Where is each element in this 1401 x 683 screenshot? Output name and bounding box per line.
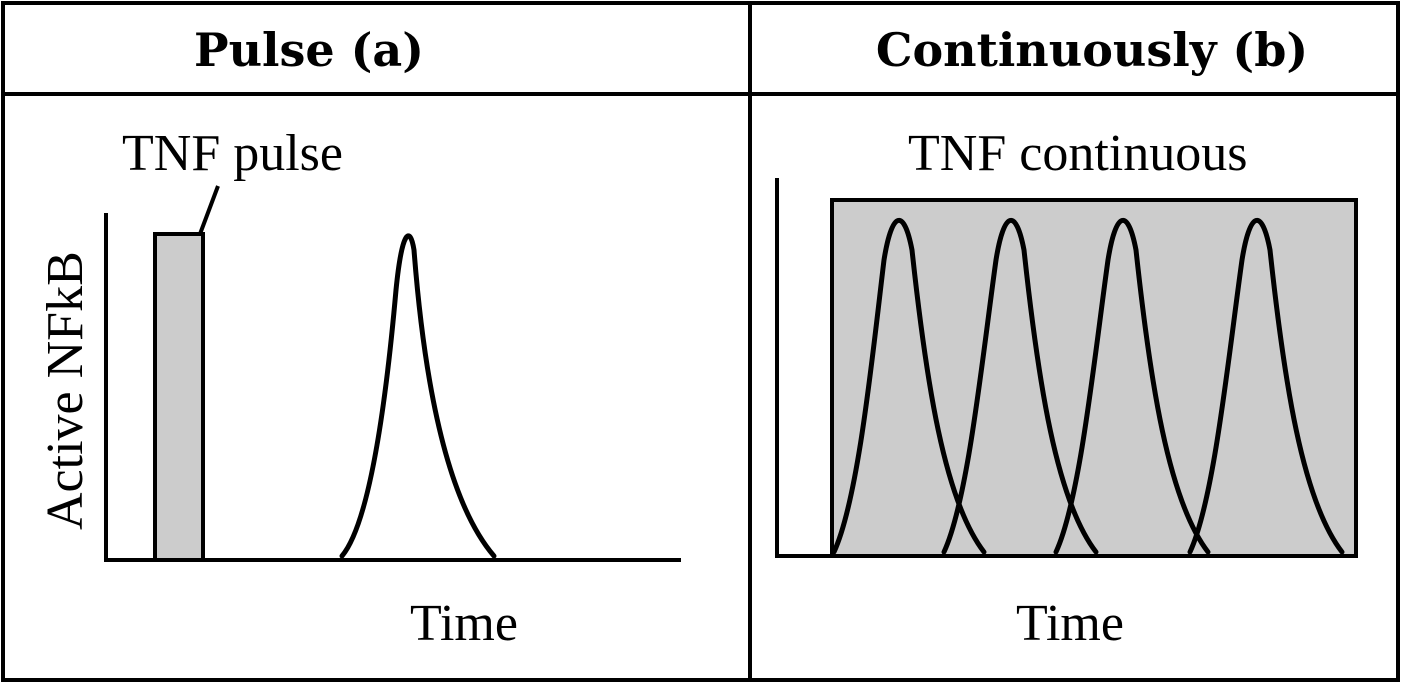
panel-b-axes [775,178,1356,558]
panel-b-tnf-label: TNF continuous [908,125,1247,182]
panel-a-y-axis [104,213,681,562]
panel-a-tnf-leader [198,185,220,235]
panel-a-y-label: Active NFkB [37,251,94,530]
panel-b-header: Continuously (b) [876,23,1308,77]
panel-b-nfkb-peak-2 [941,217,1099,555]
panel-b-nfkb-peak-1 [831,217,987,555]
panel-b-x-label: Time [1016,595,1124,652]
panel-b: TNF continuous Time [775,125,1358,652]
panel-a-x-label: Time [410,595,518,652]
panel-b-nfkb-peak-3 [1053,217,1211,555]
panel-a: TNF pulse Active NFkB Time [37,125,681,652]
panel-a-nfkb-peak [339,233,497,559]
panel-a-tnf-pulse-box [153,232,205,562]
panel-a-header: Pulse (a) [194,23,424,77]
panel-b-nfkb-peak-4 [1187,217,1345,555]
panel-a-tnf-label: TNF pulse [122,125,343,182]
